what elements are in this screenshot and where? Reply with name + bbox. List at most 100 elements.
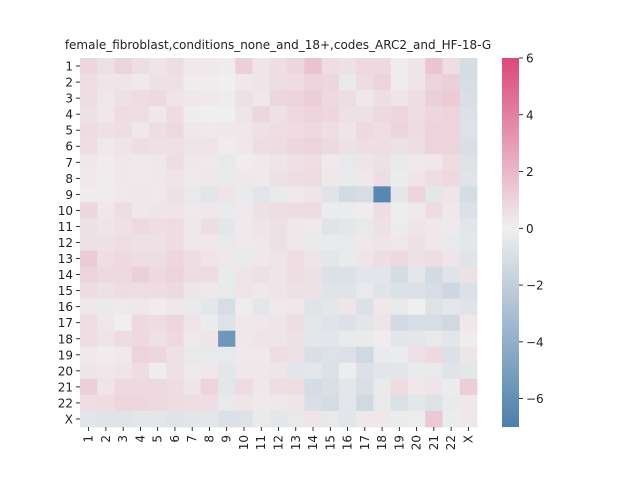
heatmap-cell (304, 218, 323, 235)
heatmap-cell (97, 170, 115, 187)
heatmap-cell (166, 218, 184, 235)
heatmap-cell (287, 282, 305, 300)
x-tick-label: 7 (185, 435, 199, 443)
heatmap-cell (304, 250, 323, 267)
heatmap-cell (200, 282, 219, 300)
heatmap-cell (373, 186, 392, 203)
heatmap-cell (131, 186, 150, 203)
heatmap-cell (183, 234, 202, 251)
colorbar-tick-label: −2 (526, 279, 544, 293)
heatmap-cell (183, 298, 202, 316)
heatmap-cell (80, 122, 98, 139)
y-tick-label: 17 (58, 316, 73, 330)
heatmap-cell (287, 138, 305, 155)
heatmap-cell (338, 250, 357, 267)
heatmap-cell (304, 138, 323, 155)
heatmap-cell (97, 378, 115, 396)
heatmap-cell (80, 154, 98, 171)
heatmap-cell (425, 138, 443, 155)
heatmap-cell (183, 138, 202, 155)
heatmap-cell (200, 266, 219, 284)
heatmap-cell (287, 410, 305, 428)
x-tick-label: 14 (306, 435, 320, 450)
heatmap-cell (235, 410, 254, 428)
heatmap-cell (390, 218, 409, 235)
heatmap-cell (356, 106, 374, 123)
heatmap-cell (149, 394, 167, 412)
heatmap-cell (183, 250, 202, 267)
heatmap-cell (97, 218, 115, 235)
x-tick-label: 13 (289, 435, 303, 450)
heatmap-cell (80, 74, 98, 91)
heatmap-cell (131, 90, 150, 107)
heatmap-cell (269, 234, 288, 251)
heatmap-cell (235, 266, 254, 284)
heatmap-cell (183, 282, 202, 300)
heatmap-cell (80, 170, 98, 187)
heatmap-cell (252, 298, 271, 316)
heatmap-cell (304, 154, 323, 171)
heatmap-cell (321, 138, 340, 155)
heatmap-cell (252, 282, 271, 300)
heatmap-cell (149, 138, 167, 155)
heatmap-cell (114, 362, 133, 380)
heatmap-cell (114, 266, 133, 284)
heatmap-cell (269, 266, 288, 284)
heatmap-cell (149, 106, 167, 123)
heatmap-cell (235, 346, 254, 364)
heatmap-cell (356, 378, 374, 396)
heatmap-cell (218, 362, 236, 380)
heatmap-cell (287, 234, 305, 251)
heatmap-cell (442, 90, 461, 107)
heatmap-cell (97, 58, 115, 75)
heatmap-cell (97, 266, 115, 284)
heatmap-cell (407, 314, 426, 332)
heatmap-cell (80, 378, 98, 396)
heatmap-cell (97, 362, 115, 380)
heatmap-cell (97, 90, 115, 107)
heatmap-cell (390, 362, 409, 380)
heatmap-cell (149, 74, 167, 91)
heatmap-cell (356, 298, 374, 316)
heatmap-cell (166, 298, 184, 316)
heatmap-cell (80, 186, 98, 203)
heatmap-cell (114, 346, 133, 364)
heatmap-cell (459, 90, 478, 107)
heatmap-cell (235, 378, 254, 396)
heatmap-cell (338, 106, 357, 123)
heatmap-cell (114, 410, 133, 428)
heatmap-cell (373, 298, 392, 316)
heatmap-cell (390, 202, 409, 219)
heatmap-cell (287, 378, 305, 396)
heatmap-cell (304, 186, 323, 203)
heatmap-cell (459, 266, 478, 284)
heatmap-cell (166, 170, 184, 187)
heatmap-cell (235, 154, 254, 171)
heatmap-cell (459, 122, 478, 139)
heatmap-cell (407, 74, 426, 91)
heatmap-cell (425, 218, 443, 235)
heatmap-cell (166, 266, 184, 284)
heatmap-cell (442, 330, 461, 348)
heatmap-cell (304, 234, 323, 251)
heatmap-cell (269, 362, 288, 380)
heatmap-cell (321, 186, 340, 203)
heatmap-cell (407, 378, 426, 396)
heatmap-cell (321, 106, 340, 123)
heatmap-cell (80, 410, 98, 428)
heatmap-cell (321, 74, 340, 91)
heatmap-cell (131, 378, 150, 396)
heatmap-cell (252, 58, 271, 75)
heatmap-cell (373, 154, 392, 171)
heatmap-cell (442, 186, 461, 203)
heatmap-cell (373, 282, 392, 300)
heatmap-cell (200, 138, 219, 155)
y-tick-label: 11 (58, 220, 73, 234)
heatmap-cell (200, 202, 219, 219)
heatmap-cell (183, 58, 202, 75)
x-tick-label: 16 (341, 435, 355, 450)
heatmap-cell (442, 74, 461, 91)
heatmap-cell (459, 362, 478, 380)
heatmap-cell (166, 378, 184, 396)
heatmap-cell (390, 122, 409, 139)
